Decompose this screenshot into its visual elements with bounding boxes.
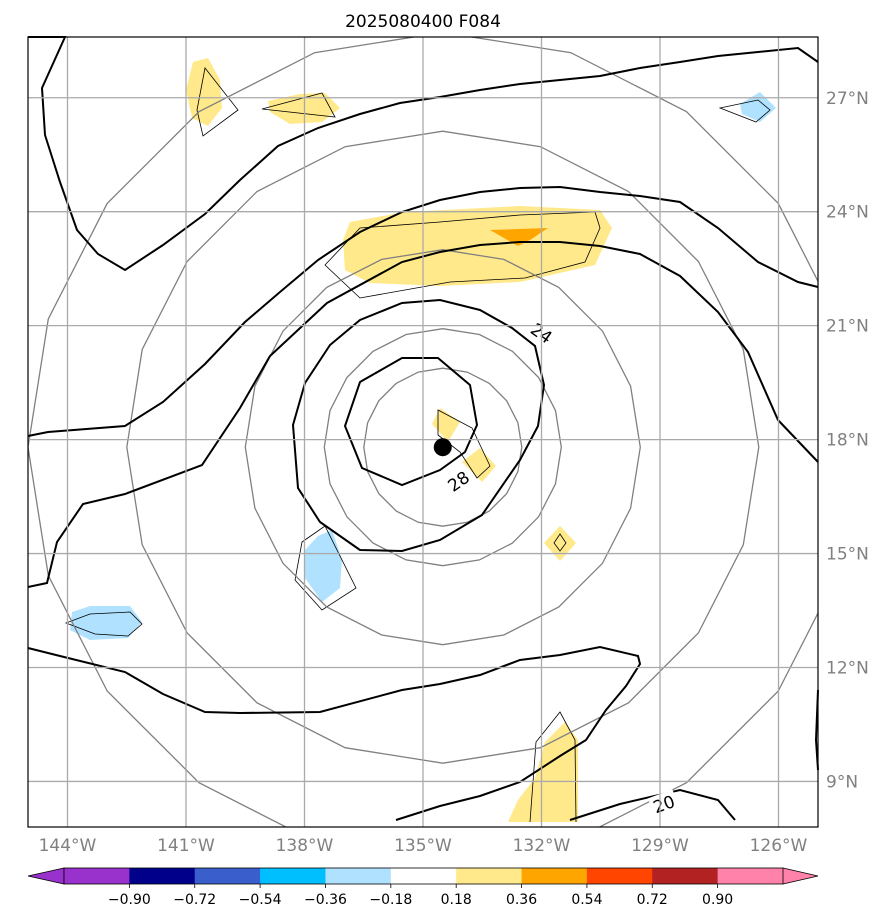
outline-north-band xyxy=(324,211,601,299)
lon-tick-label: 141°W xyxy=(157,836,215,856)
colorbar-extend-high xyxy=(782,867,819,885)
contour-label-bg xyxy=(441,464,475,497)
colorbar-frame xyxy=(63,867,784,885)
lat-tick-label: 24°N xyxy=(826,203,869,223)
outline-nw-2 xyxy=(261,92,336,118)
latitude-ticks: 27°N 24°N 21°N 18°N 15°N 12°N 9°N xyxy=(826,89,869,793)
colorbar-segment xyxy=(390,868,457,884)
range-ring-1 xyxy=(323,328,562,567)
lon-tick-label: 135°W xyxy=(394,836,452,856)
lat-tick-label: 15°N xyxy=(826,545,869,565)
colorbar-segment xyxy=(586,868,653,884)
chart-title: 2025080400 F084 xyxy=(345,12,501,32)
contour-spiral-west xyxy=(27,241,819,588)
lon-tick-label: 144°W xyxy=(39,836,97,856)
contour-southeast-20 xyxy=(569,788,736,821)
shade-yellow-center-2 xyxy=(462,448,496,482)
thin-outlines xyxy=(64,67,771,823)
colorbar-segment xyxy=(260,868,326,884)
storm-center-marker xyxy=(433,438,452,457)
shade-yellow-south xyxy=(508,722,578,822)
outline-west xyxy=(64,611,143,637)
colorbar-tick-label: −0.72 xyxy=(173,892,216,908)
colorbar-segment xyxy=(456,868,523,884)
colorbar-segment xyxy=(325,868,392,884)
lon-tick-label: 138°W xyxy=(276,836,334,856)
lat-tick-label: 27°N xyxy=(826,89,869,109)
range-ring-3 xyxy=(126,130,760,764)
contour-label-bg xyxy=(647,789,680,818)
contour-inner-28 xyxy=(343,357,479,487)
shade-orange-patch xyxy=(490,228,548,246)
outline-center xyxy=(437,409,491,479)
colorbar-segment xyxy=(717,868,784,884)
range-rings xyxy=(28,37,818,827)
shade-blue-west-center xyxy=(305,530,342,602)
colorbar-segment xyxy=(521,868,588,884)
contour-24 xyxy=(291,298,546,553)
colorbar-tick-label: 0.90 xyxy=(702,892,733,908)
gridlines xyxy=(28,37,818,827)
lon-tick-label: 126°W xyxy=(750,836,808,856)
shade-blue-ne xyxy=(740,92,776,122)
colorbar-tick-label: −0.90 xyxy=(108,892,151,908)
outline-west-center xyxy=(294,525,357,611)
outline-south xyxy=(529,711,577,823)
shade-yellow-nw-1 xyxy=(186,58,222,126)
colorbar-tick-label: 0.72 xyxy=(637,892,668,908)
contour-north xyxy=(28,36,819,272)
lat-tick-label: 9°N xyxy=(826,772,858,792)
colorbar-segment xyxy=(652,868,719,884)
contour-east-edge xyxy=(814,689,819,771)
colorbar-tick-label: 0.54 xyxy=(571,892,602,908)
longitude-ticks: 144°W 141°W 138°W 135°W 132°W 129°W 126°W xyxy=(39,836,808,856)
map-frame xyxy=(27,36,819,828)
colorbar-segment xyxy=(194,868,261,884)
thick-contours xyxy=(27,36,819,821)
colorbar-segment xyxy=(129,868,196,884)
shade-yellow-center-1 xyxy=(432,408,460,442)
lon-tick-label: 132°W xyxy=(513,836,571,856)
contour-south xyxy=(27,645,642,821)
contour-outer-20 xyxy=(27,185,819,437)
outline-nw-1 xyxy=(196,67,239,137)
lat-tick-label: 12°N xyxy=(826,658,869,678)
colorbar-tick-label: 0.18 xyxy=(441,892,472,908)
lon-tick-label: 129°W xyxy=(631,836,689,856)
colorbar-tick-label: −0.36 xyxy=(304,892,347,908)
range-ring-2 xyxy=(244,249,641,646)
outline-ne xyxy=(718,99,771,123)
colorbar-extend-low xyxy=(27,867,65,885)
lat-tick-label: 21°N xyxy=(826,317,869,337)
range-ring-4 xyxy=(28,37,818,827)
outline-diamond xyxy=(553,533,567,552)
shade-yellow-diamond xyxy=(544,526,576,561)
colorbar-tick-label: 0.36 xyxy=(506,892,537,908)
lat-tick-label: 18°N xyxy=(826,431,869,451)
colorbar-tick-label: −0.54 xyxy=(239,892,282,908)
colorbar-tick-label: −0.18 xyxy=(369,892,412,908)
colorbar: −0.90 −0.72 −0.54 −0.36 −0.18 0.18 0.36 0.54 0.7… xyxy=(27,867,819,908)
colorbar-segment xyxy=(64,868,130,884)
